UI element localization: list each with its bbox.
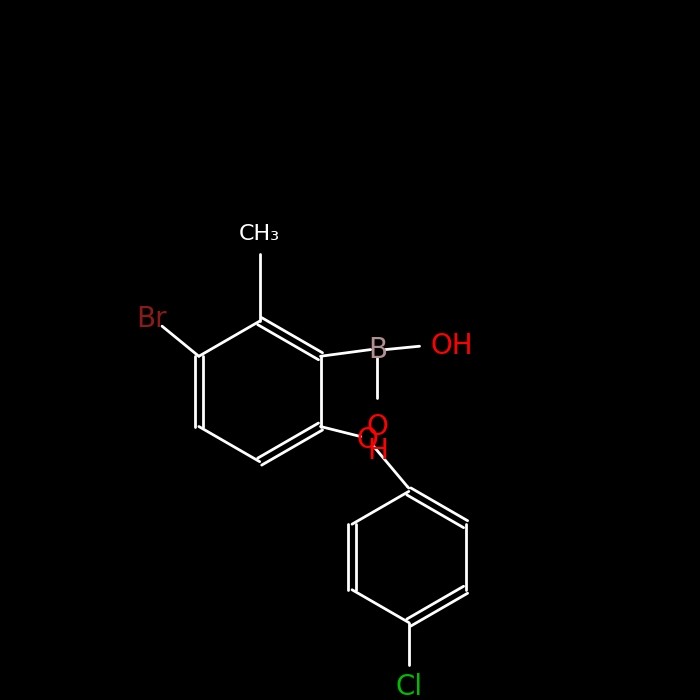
Text: Cl: Cl (395, 673, 422, 700)
Text: B: B (368, 335, 387, 363)
Text: O: O (356, 426, 378, 454)
Text: H: H (367, 437, 388, 465)
Text: CH₃: CH₃ (239, 224, 280, 244)
Text: Br: Br (136, 305, 167, 333)
Text: O: O (367, 413, 389, 441)
Text: OH: OH (431, 332, 473, 360)
